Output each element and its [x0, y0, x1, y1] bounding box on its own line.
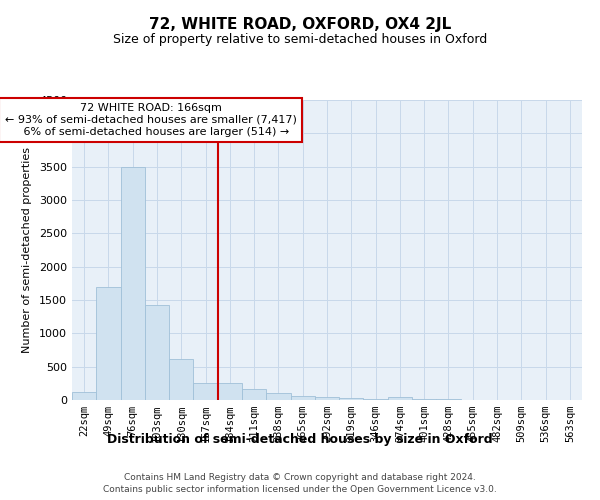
Bar: [242, 388, 266, 400]
Text: 72, WHITE ROAD, OXFORD, OX4 2JL: 72, WHITE ROAD, OXFORD, OX4 2JL: [149, 18, 451, 32]
Bar: [218, 384, 242, 400]
Bar: [96, 286, 121, 400]
Bar: [169, 358, 193, 400]
Bar: [388, 397, 412, 400]
Bar: [290, 396, 315, 400]
Bar: [145, 304, 169, 400]
Text: Contains HM Land Registry data © Crown copyright and database right 2024.: Contains HM Land Registry data © Crown c…: [124, 472, 476, 482]
Y-axis label: Number of semi-detached properties: Number of semi-detached properties: [22, 147, 32, 353]
Bar: [364, 398, 388, 400]
Text: Contains public sector information licensed under the Open Government Licence v3: Contains public sector information licen…: [103, 485, 497, 494]
Bar: [266, 394, 290, 400]
Text: 72 WHITE ROAD: 166sqm
← 93% of semi-detached houses are smaller (7,417)
   6% of: 72 WHITE ROAD: 166sqm ← 93% of semi-deta…: [5, 104, 297, 136]
Text: Distribution of semi-detached houses by size in Oxford: Distribution of semi-detached houses by …: [107, 432, 493, 446]
Bar: [193, 384, 218, 400]
Text: Size of property relative to semi-detached houses in Oxford: Size of property relative to semi-detach…: [113, 32, 487, 46]
Bar: [121, 166, 145, 400]
Bar: [315, 398, 339, 400]
Bar: [72, 392, 96, 400]
Bar: [339, 398, 364, 400]
